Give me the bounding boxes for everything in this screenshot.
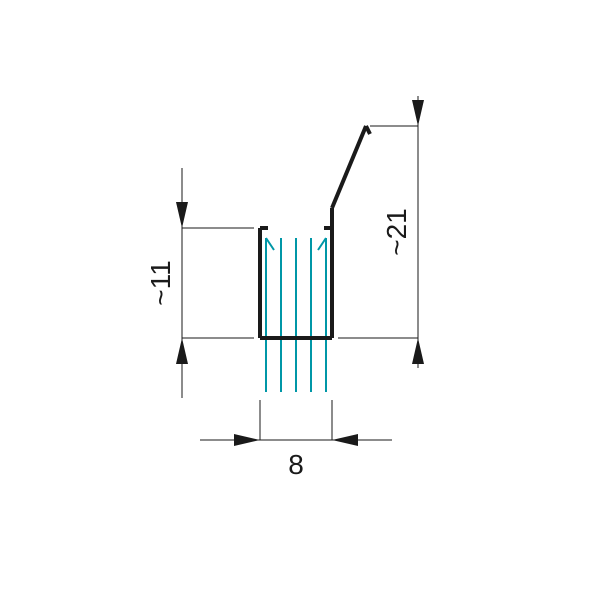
dim-label-right: ~21 bbox=[381, 208, 412, 256]
profile-lip bbox=[332, 126, 366, 208]
glass-tick bbox=[318, 238, 326, 250]
dim-arrow bbox=[332, 434, 358, 446]
dim-arrow bbox=[412, 338, 424, 364]
profile-lip-tip bbox=[366, 126, 370, 134]
dim-arrow bbox=[176, 338, 188, 364]
dim-arrow bbox=[176, 202, 188, 228]
dim-arrow bbox=[412, 100, 424, 126]
dim-label-bottom: 8 bbox=[288, 449, 304, 480]
technical-drawing: ~11 ~21 8 bbox=[0, 0, 600, 600]
glass-tick bbox=[266, 238, 274, 250]
dim-arrow bbox=[234, 434, 260, 446]
dim-label-left: ~11 bbox=[145, 260, 176, 305]
